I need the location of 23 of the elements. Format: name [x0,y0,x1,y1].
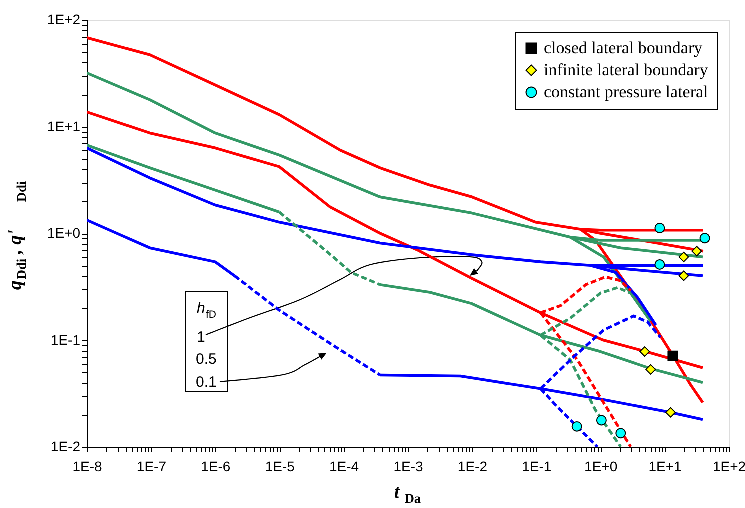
y-tick-label: 1E-1 [50,332,81,348]
y-tick-label: 1E-2 [50,438,81,454]
text: qDdi, q'Ddi [5,181,29,290]
x-tick-label: 1E-8 [72,458,102,474]
y-tick-label: 1E+2 [47,12,81,28]
x-tick-label: 1E-5 [265,458,296,474]
y-tick-label: 1E+1 [47,118,81,134]
x-tick-label: 1E+2 [712,458,745,474]
x-tick-label: 1E-2 [458,458,488,474]
x-tick-label: 1E-7 [136,458,167,474]
x-tick-label: 1E-1 [522,458,552,474]
x-tick-label: 1E-4 [330,458,360,474]
x-tick-label: 1E-6 [201,458,231,474]
annotation: 0.5 [196,351,217,368]
legend-label: infinite lateral boundary [544,60,709,80]
x-tick-label: 1E+1 [648,458,682,474]
annotation: 0.1 [196,374,217,391]
annotation: 1 [197,329,206,346]
y-tick-label: 1E+0 [47,225,81,241]
x-tick-label: 1E+0 [584,458,618,474]
x-tick-label: 1E-3 [394,458,424,474]
legend-label: constant pressure lateral [544,82,709,102]
legend-label: closed lateral boundary [544,38,704,58]
